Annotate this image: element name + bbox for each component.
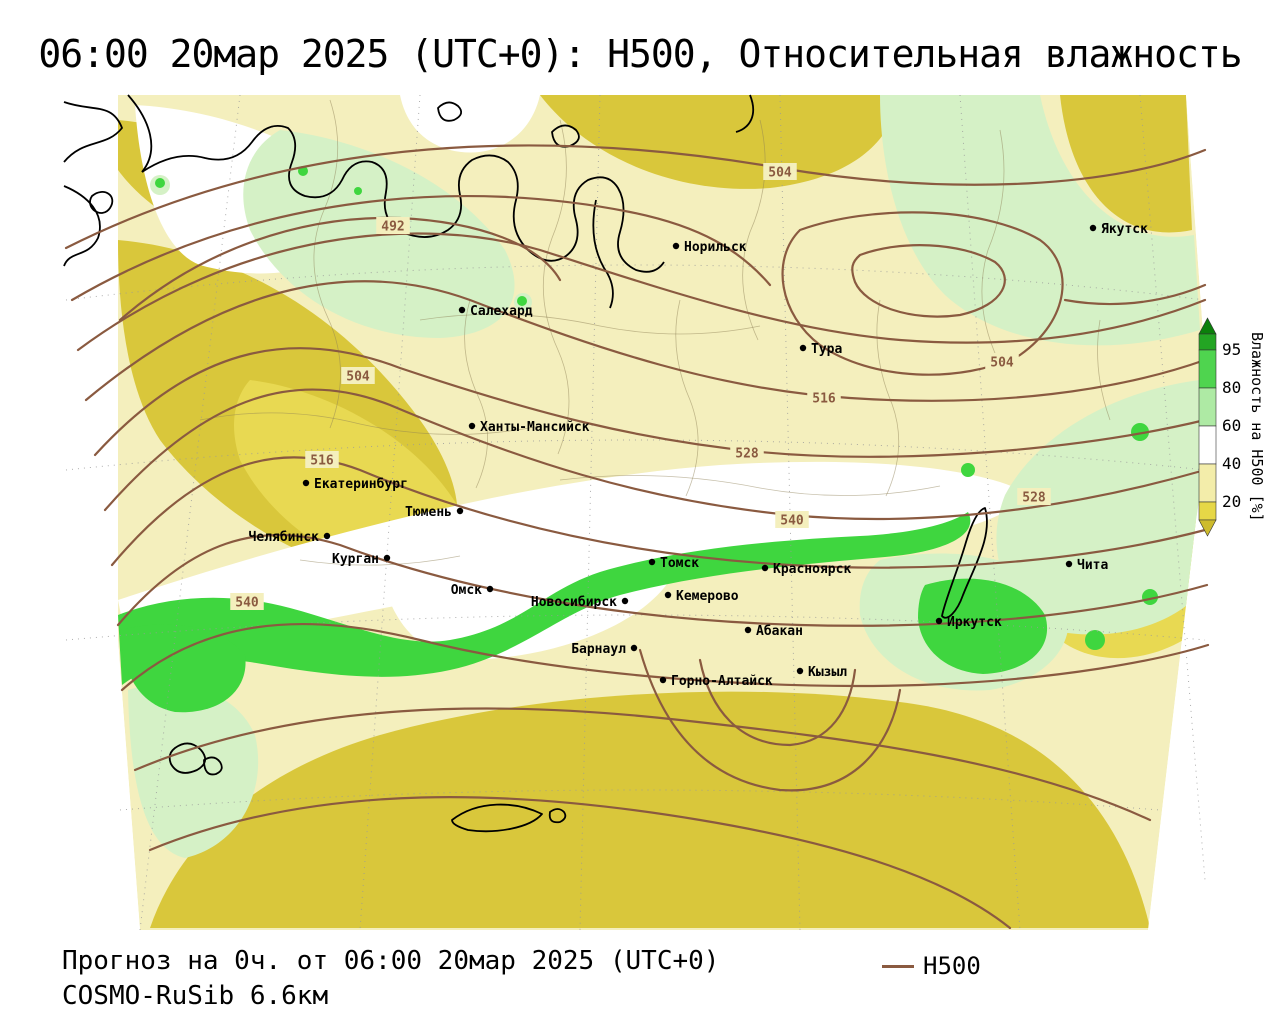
contour-label-box <box>775 511 809 528</box>
model-info-line: COSMO-RuSib 6.6км <box>62 981 329 1011</box>
contour-label-box <box>341 367 375 384</box>
colorbar-segment <box>1198 463 1217 503</box>
contour-labels-layer: 504 492 504 516 528 540 504 528 516 540 <box>230 163 1051 611</box>
city-label: Омск <box>451 583 482 598</box>
contour-label-box <box>730 444 764 461</box>
h500-legend-line-sample <box>882 964 914 968</box>
city-label: Кемерово <box>676 589 739 604</box>
colorbar: 95 80 60 40 20 Влажность на H500 [%] <box>1198 317 1266 537</box>
city-marker <box>648 558 656 566</box>
h500-legend: H500 <box>882 952 981 980</box>
contour-label-box <box>1017 488 1051 505</box>
city-marker <box>744 626 752 634</box>
city-marker <box>486 585 494 593</box>
city-marker <box>383 554 391 562</box>
lake-baikal-outline <box>941 507 988 619</box>
contour-label: 528 <box>735 447 759 462</box>
city-marker <box>761 564 769 572</box>
contour-label: 516 <box>310 454 334 469</box>
cities-layer: Норильск Якутск Салехард Тура Ханты-Мансийск… <box>249 222 1149 689</box>
city-label: Чита <box>1077 558 1108 573</box>
city-marker <box>323 532 331 540</box>
contour-label-box <box>763 163 797 180</box>
city-marker <box>664 591 672 599</box>
admin-borders-layer <box>199 99 1111 566</box>
colorbar-tick: 80 <box>1222 378 1241 397</box>
city-label: Якутск <box>1101 222 1148 237</box>
colorbar-tick: 60 <box>1222 416 1241 435</box>
city-label: Тюмень <box>405 505 452 520</box>
page-title: 06:00 20мар 2025 (UTC+0): H500, Относите… <box>38 32 1242 76</box>
colorbar-segment <box>1198 333 1217 351</box>
city-marker <box>302 479 310 487</box>
h500-legend-label: H500 <box>923 952 981 980</box>
colorbar-tick: 40 <box>1222 454 1241 473</box>
contour-lines-layer <box>64 144 1210 930</box>
contour-label: 540 <box>780 514 804 529</box>
city-marker <box>1065 560 1073 568</box>
contour-label: 504 <box>346 370 370 385</box>
city-marker <box>796 667 804 675</box>
city-marker <box>1089 224 1097 232</box>
city-marker <box>630 644 638 652</box>
city-label: Красноярск <box>773 562 851 577</box>
city-label: Иркутск <box>947 615 1002 630</box>
city-label: Салехард <box>470 304 533 319</box>
contour-label-box <box>985 353 1019 370</box>
city-label: Челябинск <box>249 530 320 545</box>
contour-label-box <box>305 451 339 468</box>
city-marker <box>659 676 667 684</box>
city-marker <box>672 242 680 250</box>
city-label: Норильск <box>684 240 747 255</box>
city-label: Абакан <box>756 624 803 639</box>
city-marker <box>458 306 466 314</box>
city-marker <box>799 344 807 352</box>
contour-label: 540 <box>235 596 259 611</box>
forecast-info-line: Прогноз на 0ч. от 06:00 20мар 2025 (UTC+… <box>62 946 720 976</box>
city-marker <box>456 507 464 515</box>
contour-label: 528 <box>1022 491 1046 506</box>
contour-label-box <box>807 389 841 406</box>
contour-label: 504 <box>768 166 792 181</box>
city-label: Томск <box>660 556 699 571</box>
city-label: Ханты-Мансийск <box>480 420 590 435</box>
contour-label-box <box>230 593 264 610</box>
contour-label: 516 <box>812 392 836 407</box>
city-marker <box>621 597 629 605</box>
humidity-fill-layer <box>118 95 1210 930</box>
contour-label: 492 <box>381 220 404 235</box>
contour-label-box <box>376 217 410 234</box>
colorbar-axis-label: Влажность на H500 [%] <box>1248 332 1266 522</box>
colorbar-segment <box>1198 501 1217 521</box>
contour-label: 504 <box>990 356 1014 371</box>
city-label: Екатеринбург <box>314 477 408 492</box>
colorbar-segment <box>1198 349 1217 389</box>
colorbar-segment <box>1198 387 1217 427</box>
city-marker <box>935 617 943 625</box>
colorbar-segment <box>1198 519 1217 537</box>
city-label: Барнаул <box>571 642 626 657</box>
colorbar-segment <box>1198 425 1217 465</box>
city-label: Тура <box>811 342 842 357</box>
colorbar-tick: 95 <box>1222 340 1241 359</box>
city-label: Новосибирск <box>531 595 617 610</box>
city-label: Курган <box>332 552 379 567</box>
city-marker <box>468 422 476 430</box>
city-label: Кызыл <box>808 665 847 680</box>
city-label: Горно-Алтайск <box>671 674 773 689</box>
colorbar-tick: 20 <box>1222 492 1241 511</box>
